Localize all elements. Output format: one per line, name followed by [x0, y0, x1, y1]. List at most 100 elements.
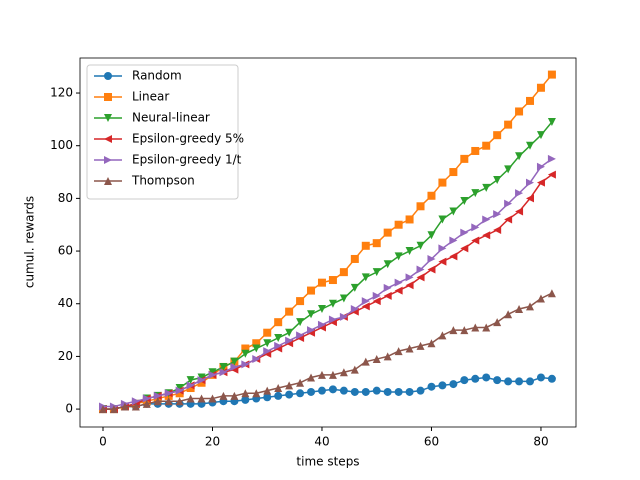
legend-label: Epsilon-greedy 5%	[132, 132, 244, 146]
marker	[219, 368, 228, 377]
x-tick-label: 0	[99, 435, 107, 449]
marker	[515, 305, 524, 314]
marker	[383, 387, 392, 396]
marker	[536, 131, 545, 140]
marker	[515, 377, 524, 386]
marker	[361, 297, 370, 306]
marker	[515, 207, 524, 216]
marker	[372, 355, 381, 364]
marker	[536, 83, 545, 92]
marker	[493, 318, 502, 327]
marker	[153, 391, 162, 400]
legend-box	[86, 64, 239, 200]
marker	[131, 397, 140, 406]
marker	[197, 394, 206, 403]
marker	[285, 381, 294, 390]
marker	[296, 389, 305, 398]
marker	[438, 215, 447, 224]
y-tick-label: 20	[58, 349, 73, 363]
marker	[197, 378, 206, 387]
marker	[131, 402, 140, 411]
marker	[208, 394, 217, 403]
marker	[241, 349, 250, 358]
marker	[383, 228, 392, 237]
marker	[547, 154, 556, 163]
marker	[350, 387, 359, 396]
marker	[263, 393, 272, 402]
marker	[274, 391, 283, 400]
marker	[142, 394, 151, 403]
marker	[416, 341, 425, 350]
marker	[164, 397, 173, 406]
marker	[296, 378, 305, 387]
marker	[460, 154, 469, 163]
marker	[405, 387, 414, 396]
marker	[438, 244, 447, 253]
marker	[515, 107, 524, 116]
marker	[219, 362, 228, 371]
marker	[504, 165, 513, 174]
marker	[98, 405, 107, 414]
marker	[104, 177, 112, 185]
marker	[285, 390, 294, 399]
plot-frame	[79, 57, 577, 428]
marker	[307, 310, 316, 319]
marker	[317, 305, 326, 314]
legend-label: Neural-linear	[132, 111, 210, 125]
marker	[285, 307, 294, 316]
marker	[460, 228, 469, 237]
marker	[296, 318, 305, 327]
marker	[536, 178, 545, 187]
marker	[230, 362, 239, 371]
marker	[153, 397, 162, 406]
marker	[339, 386, 348, 395]
marker	[427, 265, 436, 274]
marker	[241, 344, 250, 353]
marker	[394, 347, 403, 356]
marker	[197, 376, 206, 385]
marker	[328, 276, 337, 285]
marker	[504, 120, 513, 129]
marker	[372, 297, 381, 306]
marker	[547, 374, 556, 383]
marker	[372, 291, 381, 300]
marker	[427, 339, 436, 348]
marker	[460, 197, 469, 206]
marker	[471, 146, 480, 155]
marker	[339, 294, 348, 303]
marker	[328, 315, 337, 324]
marker	[350, 365, 359, 374]
marker	[296, 297, 305, 306]
marker	[449, 207, 458, 216]
marker	[104, 114, 112, 122]
marker	[361, 241, 370, 250]
marker	[547, 289, 556, 298]
marker	[405, 273, 414, 282]
marker	[515, 152, 524, 161]
marker	[482, 215, 491, 224]
marker	[328, 299, 337, 308]
x-tick-label: 40	[314, 435, 329, 449]
marker	[164, 389, 173, 398]
marker	[438, 381, 447, 390]
marker	[449, 236, 458, 245]
marker	[208, 370, 217, 379]
marker	[416, 202, 425, 211]
marker	[350, 305, 359, 314]
marker	[526, 194, 535, 203]
marker	[350, 283, 359, 292]
marker	[317, 278, 326, 287]
marker	[120, 402, 129, 411]
marker	[104, 156, 112, 164]
y-tick-label: 60	[58, 244, 73, 258]
marker	[361, 357, 370, 366]
marker	[317, 386, 326, 395]
marker	[394, 252, 403, 261]
marker	[241, 395, 250, 404]
marker	[252, 389, 261, 398]
x-tick-label: 80	[533, 435, 548, 449]
marker	[482, 231, 491, 240]
marker	[394, 220, 403, 229]
marker	[263, 339, 272, 348]
